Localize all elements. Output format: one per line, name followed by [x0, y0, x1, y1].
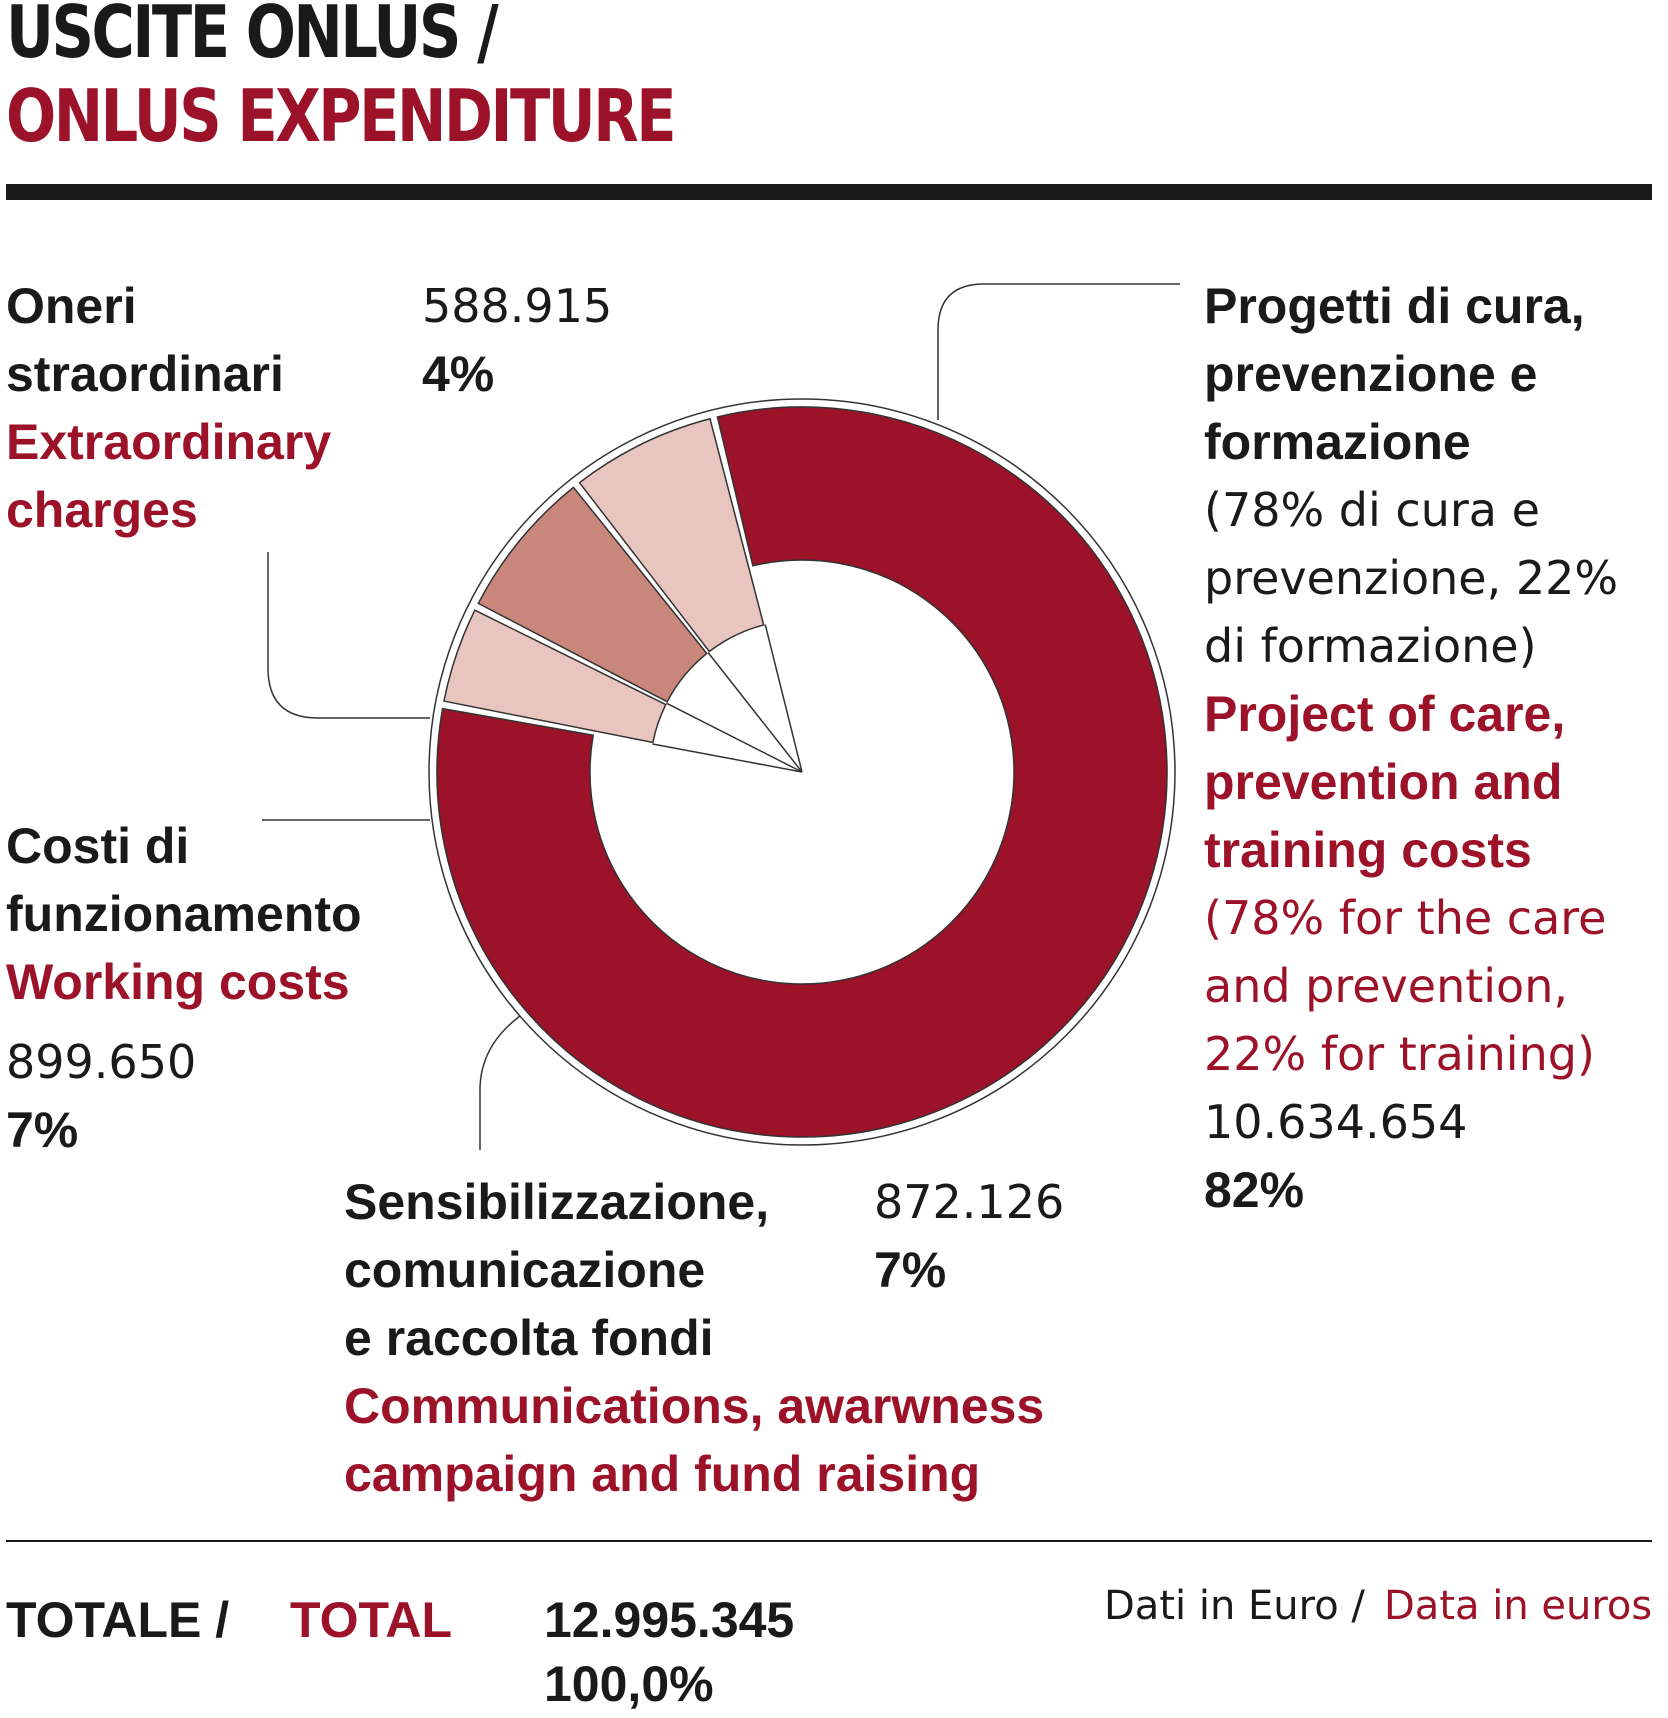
leader-line-sens	[479, 1015, 521, 1150]
label-sens-en-1: Communications, awarwness	[344, 1378, 1045, 1434]
title-divider	[6, 184, 1652, 200]
hub-line-2	[666, 702, 803, 773]
label-oneri-en-2: charges	[6, 482, 198, 538]
label-sens-it-1: Sensibilizzazione,	[344, 1174, 770, 1230]
slice-costi	[477, 486, 708, 703]
note-progetti-it-1: (78% di cura e	[1204, 483, 1540, 537]
label-progetti-it-2: prevenzione e	[1204, 346, 1538, 402]
label-sens-it-3: e raccolta fondi	[344, 1310, 714, 1366]
label-costi-it-1: Costi di	[6, 818, 190, 874]
note-progetti-en-2: and prevention,	[1204, 959, 1568, 1013]
note-progetti-en-3: 22% for training)	[1204, 1027, 1595, 1081]
hub-line-1	[652, 743, 803, 773]
value-oneri: 588.915	[422, 279, 613, 333]
label-oneri-it-2: straordinari	[6, 346, 284, 402]
pct-oneri: 4%	[422, 346, 495, 402]
total-value: 12.995.345	[544, 1592, 795, 1648]
source-note-en: Data in euros	[1384, 1583, 1653, 1629]
label-oneri-it-1: Oneri	[6, 278, 137, 334]
chart-title: USCITE ONLUS /	[6, 0, 499, 74]
value-sens: 872.126	[874, 1175, 1065, 1229]
slice-oneri	[443, 609, 667, 744]
label-progetti-en-1: Project of care,	[1204, 686, 1566, 742]
leader-line-oneri	[267, 552, 430, 719]
leader-line-progetti	[937, 283, 1180, 420]
label-progetti-it-1: Progetti di cura,	[1204, 278, 1585, 334]
total-label-en: TOTAL	[290, 1592, 453, 1648]
source-note-it: Dati in Euro /	[1104, 1583, 1365, 1629]
total-label-it: TOTALE /	[6, 1592, 230, 1648]
note-progetti-en-1: (78% for the care	[1204, 891, 1607, 945]
label-costi-en-1: Working costs	[6, 954, 350, 1010]
pct-progetti: 82%	[1204, 1162, 1305, 1218]
value-progetti: 10.634.654	[1204, 1095, 1468, 1149]
pct-sens: 7%	[874, 1242, 947, 1298]
chart-title-english: ONLUS EXPENDITURE	[6, 74, 677, 158]
label-oneri-en-1: Extraordinary	[6, 414, 332, 470]
value-costi: 899.650	[6, 1035, 197, 1089]
hub-line-3	[707, 652, 803, 773]
label-sens-it-2: comunicazione	[344, 1242, 706, 1298]
slice-sens	[578, 417, 765, 653]
footer-divider	[6, 1540, 1652, 1542]
label-progetti-it-3: formazione	[1204, 414, 1471, 470]
label-progetti-en-2: prevention and	[1204, 754, 1563, 810]
note-progetti-it-2: prevenzione, 22%	[1204, 551, 1619, 605]
label-progetti-en-3: training costs	[1204, 822, 1532, 878]
pct-costi: 7%	[6, 1102, 79, 1158]
chart-outline	[428, 398, 1176, 1146]
slice-progetti	[436, 406, 1168, 1138]
total-pct: 100,0%	[544, 1656, 714, 1712]
hub-line-4	[764, 624, 803, 773]
label-costi-it-2: funzionamento	[6, 886, 362, 942]
note-progetti-it-3: di formazione)	[1204, 619, 1537, 673]
label-sens-en-2: campaign and fund raising	[344, 1446, 981, 1502]
leader-lines	[262, 283, 1180, 1150]
